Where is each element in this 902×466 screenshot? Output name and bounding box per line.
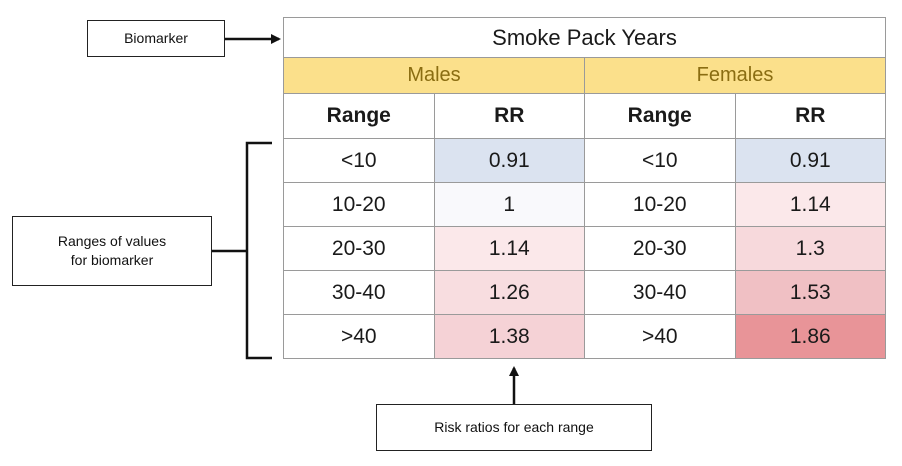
male-rr-cell: 1.26 [433, 270, 585, 315]
group-header-row: Males Females [283, 57, 886, 94]
male-rr-cell: 0.91 [433, 138, 585, 183]
table-row: <10 0.91 <10 0.91 [283, 138, 886, 183]
column-header-male-rr: RR [433, 93, 585, 139]
column-header-female-rr: RR [734, 93, 886, 139]
female-rr-cell: 1.53 [734, 270, 886, 315]
risk-callout: Risk ratios for each range [376, 404, 652, 451]
female-range-cell: >40 [584, 314, 736, 359]
column-header-row: Range RR Range RR [283, 93, 886, 139]
female-range-cell: 10-20 [584, 182, 736, 227]
female-rr-cell: 1.14 [734, 182, 886, 227]
column-header-female-range: Range [584, 93, 736, 139]
male-range-cell: 10-20 [283, 182, 435, 227]
male-rr-cell: 1 [433, 182, 585, 227]
male-rr-cell: 1.38 [433, 314, 585, 359]
ranges-callout-line1: Ranges of values [57, 233, 167, 250]
male-range-cell: 20-30 [283, 226, 435, 271]
ranges-callout: Ranges of values for biomarker [12, 216, 212, 286]
table-row: 20-30 1.14 20-30 1.3 [283, 226, 886, 271]
table-title: Smoke Pack Years [283, 17, 886, 58]
male-range-cell: >40 [283, 314, 435, 359]
female-rr-cell: 0.91 [734, 138, 886, 183]
biomarker-callout-label: Biomarker [124, 30, 188, 47]
female-range-cell: 20-30 [584, 226, 736, 271]
male-rr-cell: 1.14 [433, 226, 585, 271]
table-row: 10-20 1 10-20 1.14 [283, 182, 886, 227]
group-header-females: Females [584, 57, 886, 94]
risk-callout-label: Risk ratios for each range [434, 419, 594, 436]
biomarker-callout: Biomarker [87, 20, 225, 57]
table-row: 30-40 1.26 30-40 1.53 [283, 270, 886, 315]
group-header-males: Males [283, 57, 585, 94]
female-rr-cell: 1.3 [734, 226, 886, 271]
ranges-bracket [245, 141, 272, 360]
ranges-callout-line2: for biomarker [70, 252, 154, 268]
risk-ratio-table: Smoke Pack Years Males Females Range RR … [283, 17, 886, 359]
female-range-cell: <10 [584, 138, 736, 183]
table-row: >40 1.38 >40 1.86 [283, 314, 886, 359]
male-range-cell: 30-40 [283, 270, 435, 315]
female-range-cell: 30-40 [584, 270, 736, 315]
female-rr-cell: 1.86 [734, 314, 886, 359]
column-header-male-range: Range [283, 93, 435, 139]
male-range-cell: <10 [283, 138, 435, 183]
title-row: Smoke Pack Years [283, 17, 886, 58]
